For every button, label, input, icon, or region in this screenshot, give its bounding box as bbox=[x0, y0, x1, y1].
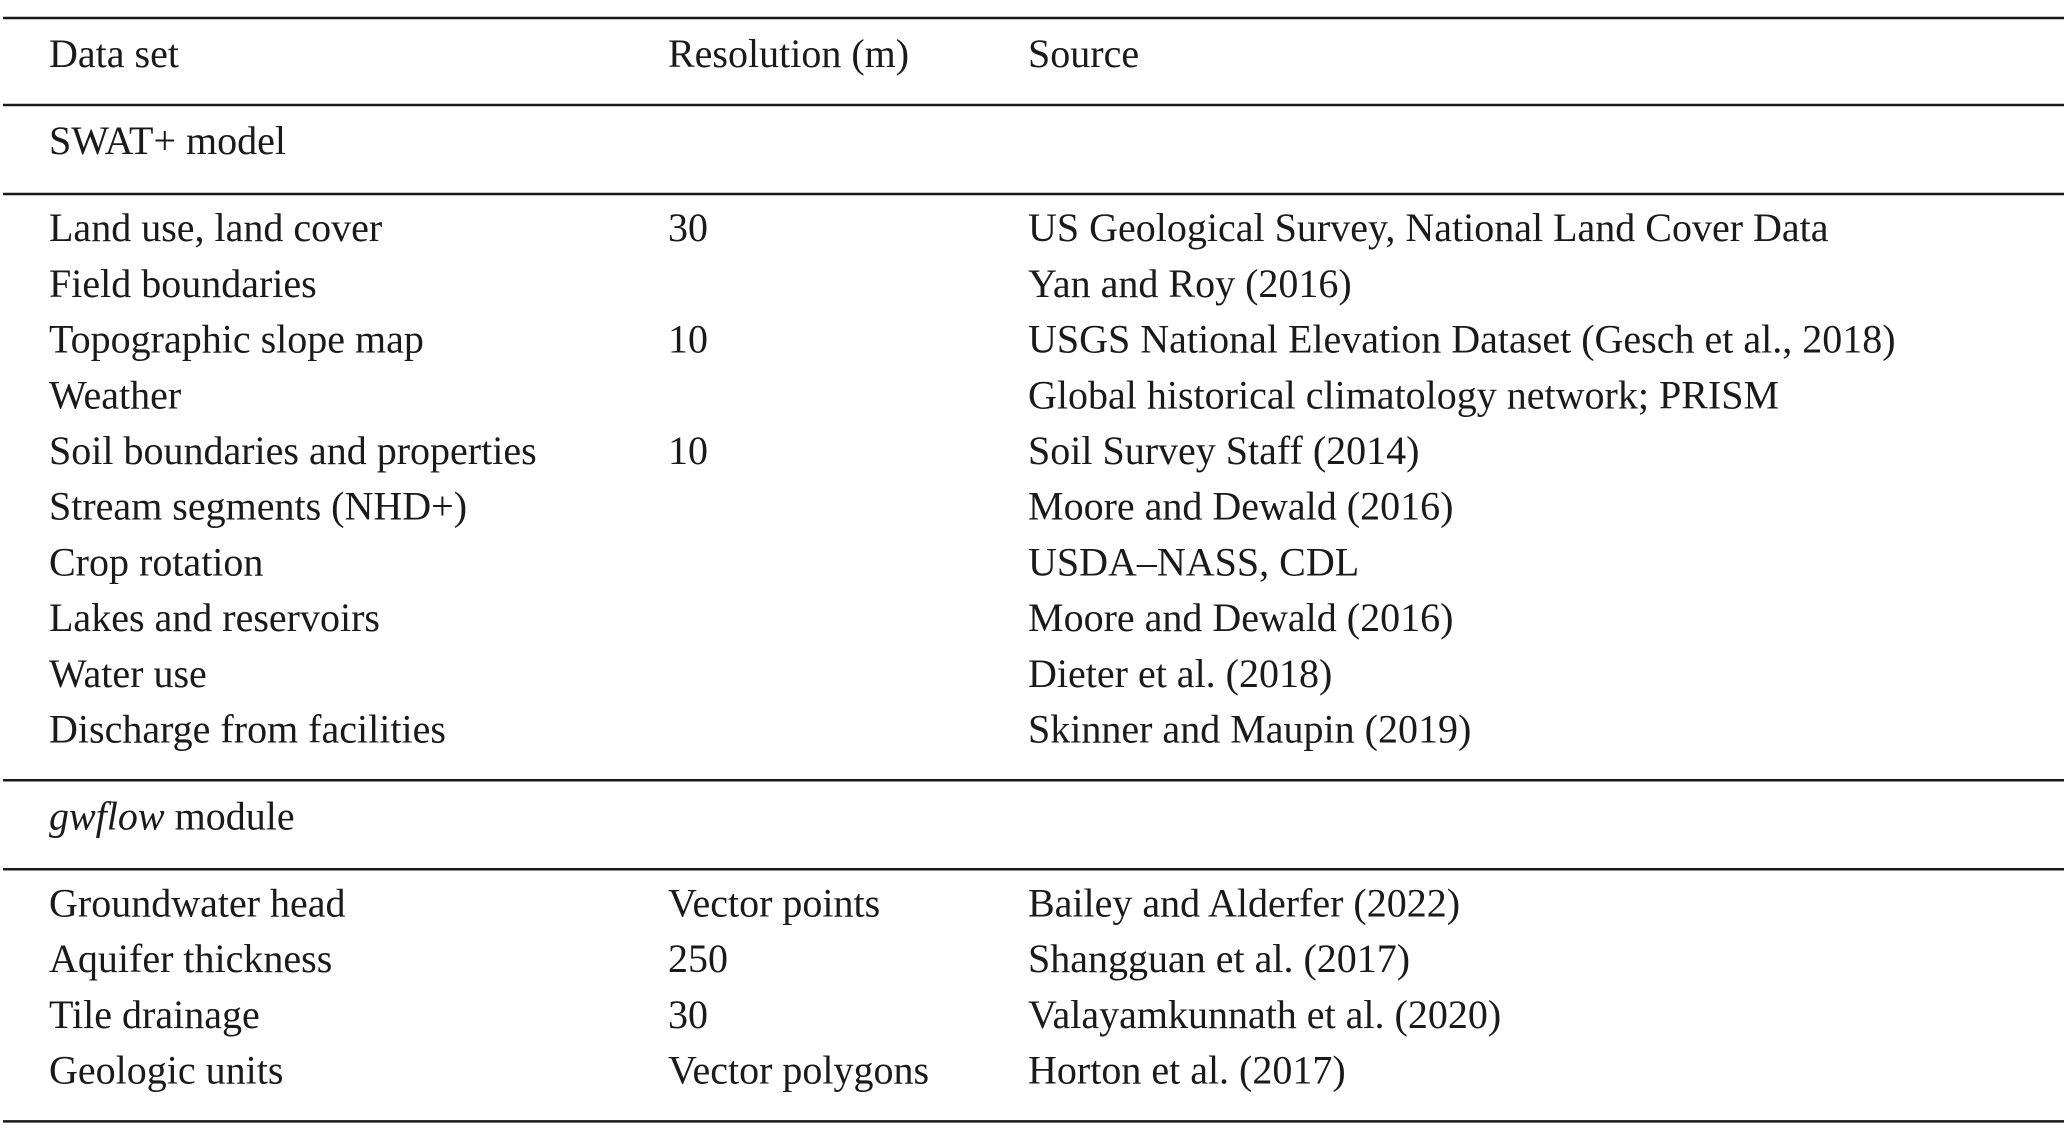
table-cell: Global historical climatology network; P… bbox=[1028, 372, 1779, 417]
table-cell: Land use, land cover bbox=[49, 205, 382, 250]
table-cell: Shangguan et al. (2017) bbox=[1028, 936, 1410, 981]
table-cell: Field boundaries bbox=[49, 261, 317, 306]
table-cell: Yan and Roy (2016) bbox=[1028, 261, 1352, 306]
table-cell: US Geological Survey, National Land Cove… bbox=[1028, 205, 1829, 250]
table-cell: Dieter et al. (2018) bbox=[1028, 651, 1332, 696]
table-cell: Skinner and Maupin (2019) bbox=[1028, 706, 1471, 751]
table-cell: 250 bbox=[668, 936, 728, 981]
table-cell: Discharge from facilities bbox=[49, 706, 446, 751]
table-cell: Bailey and Alderfer (2022) bbox=[1028, 880, 1460, 925]
table-cell: Lakes and reservoirs bbox=[49, 595, 380, 640]
column-header: Data set bbox=[49, 31, 179, 76]
table-cell: Groundwater head bbox=[49, 880, 346, 925]
table-cell: Soil boundaries and properties bbox=[49, 428, 537, 473]
table-cell: USGS National Elevation Dataset (Gesch e… bbox=[1028, 317, 1896, 362]
table-cell: Tile drainage bbox=[49, 992, 260, 1037]
column-header: Source bbox=[1028, 31, 1139, 76]
table-cell: 10 bbox=[668, 428, 708, 473]
table-cell: Vector polygons bbox=[668, 1048, 929, 1093]
table-cell: 10 bbox=[668, 317, 708, 362]
section-title: SWAT+ model bbox=[49, 118, 286, 163]
table-cell: Moore and Dewald (2016) bbox=[1028, 595, 1453, 640]
table-cell: Geologic units bbox=[49, 1048, 283, 1093]
table-cell: Horton et al. (2017) bbox=[1028, 1048, 1346, 1093]
table-cell: USDA–NASS, CDL bbox=[1028, 539, 1359, 584]
table-cell: Valayamkunnath et al. (2020) bbox=[1028, 992, 1501, 1037]
section-title: gwflow module bbox=[49, 793, 295, 838]
section-title-part: gwflow bbox=[49, 793, 165, 838]
table-cell: Water use bbox=[49, 651, 207, 696]
table-cell: Stream segments (NHD+) bbox=[49, 484, 467, 529]
section-title-part: SWAT+ model bbox=[49, 118, 286, 163]
table-cell: Topographic slope map bbox=[49, 317, 424, 362]
table-cell: Vector points bbox=[668, 880, 880, 925]
table-cell: 30 bbox=[668, 205, 708, 250]
table-cell: Moore and Dewald (2016) bbox=[1028, 484, 1453, 529]
table-cell: Crop rotation bbox=[49, 539, 263, 584]
table-cell: Aquifer thickness bbox=[49, 936, 332, 981]
section-title-part: module bbox=[165, 793, 295, 838]
column-header: Resolution (m) bbox=[668, 31, 909, 76]
table-cell: Weather bbox=[49, 372, 181, 417]
table-cell: 30 bbox=[668, 992, 708, 1037]
table-cell: Soil Survey Staff (2014) bbox=[1028, 428, 1419, 473]
